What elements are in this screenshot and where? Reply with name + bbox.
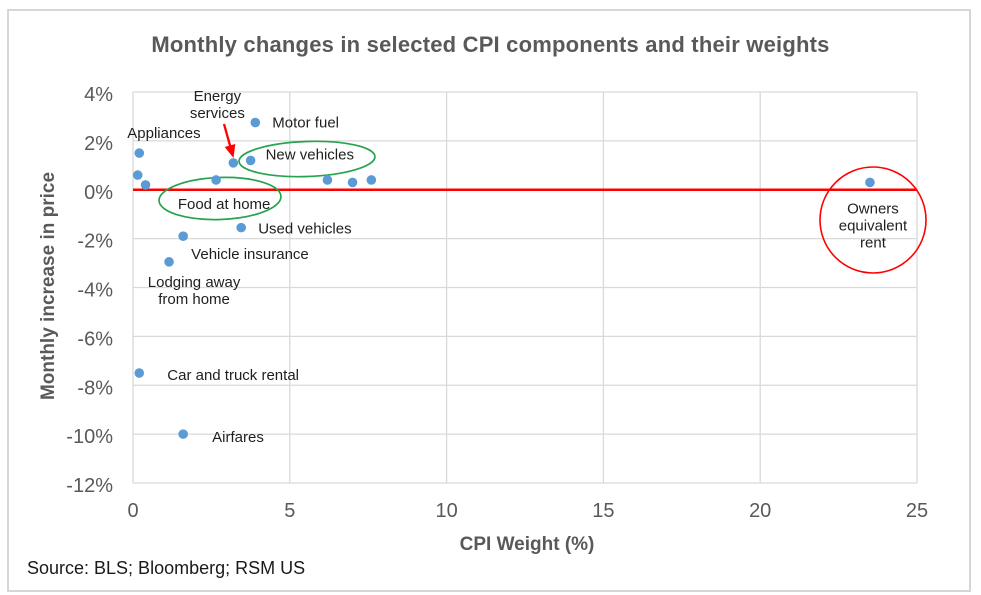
data-point	[134, 368, 145, 378]
data-point-label: services	[190, 105, 245, 122]
y-tick-label: -10%	[66, 426, 113, 448]
highlight-ellipse	[238, 140, 376, 178]
data-point	[245, 155, 256, 166]
data-point	[322, 175, 333, 185]
y-tick-label: -6%	[77, 328, 113, 350]
data-point	[140, 180, 151, 190]
y-tick-label: 4%	[84, 84, 113, 106]
y-tick-label: 0%	[84, 182, 113, 204]
data-point-label: Lodging away	[148, 274, 241, 291]
highlight-circle	[819, 166, 927, 274]
data-point-label: Energy	[194, 88, 242, 105]
data-point	[228, 158, 239, 168]
data-point-label: Motor fuel	[272, 115, 339, 132]
data-point	[250, 117, 261, 128]
x-axis-title: CPI Weight (%)	[459, 534, 595, 555]
annotation-arrow-head	[224, 143, 236, 158]
data-point	[236, 222, 246, 233]
data-point-label: Car and truck rental	[167, 367, 299, 384]
data-point-label: Food at home	[178, 196, 271, 213]
data-point	[164, 257, 174, 267]
data-point-label: Owners	[847, 200, 899, 217]
y-tick-label: -12%	[66, 475, 113, 497]
data-point	[134, 148, 145, 158]
data-point-label: Vehicle insurance	[191, 246, 309, 263]
data-point-label: New vehicles	[266, 146, 354, 163]
x-tick-label: 0	[127, 500, 138, 522]
data-point	[865, 177, 875, 188]
source-note: Source: BLS; Bloomberg; RSM US	[27, 558, 306, 578]
y-tick-label: -8%	[77, 377, 113, 399]
x-tick-label: 10	[435, 500, 457, 522]
data-point-label: Airfares	[212, 429, 264, 446]
data-point-label: Appliances	[127, 125, 200, 142]
data-point-label: rent	[860, 234, 887, 251]
x-tick-label: 15	[592, 500, 614, 522]
y-tick-label: -4%	[77, 280, 113, 302]
data-point	[211, 175, 221, 185]
data-point	[366, 175, 377, 185]
chart-frame	[7, 9, 971, 592]
data-point-label: from home	[158, 291, 230, 308]
data-point	[178, 429, 188, 439]
y-tick-label: -2%	[77, 231, 113, 253]
y-tick-label: 2%	[84, 133, 113, 155]
x-tick-label: 20	[749, 500, 771, 522]
x-tick-label: 5	[284, 500, 295, 522]
data-point	[132, 170, 143, 180]
data-point-label: Used vehicles	[258, 221, 351, 238]
chart-title: Monthly changes in selected CPI componen…	[151, 32, 830, 57]
data-point	[347, 177, 358, 188]
annotation-arrow-shaft	[222, 123, 232, 149]
data-point	[178, 231, 188, 241]
data-point-label: equivalent	[839, 217, 908, 234]
x-tick-label: 25	[906, 500, 928, 522]
